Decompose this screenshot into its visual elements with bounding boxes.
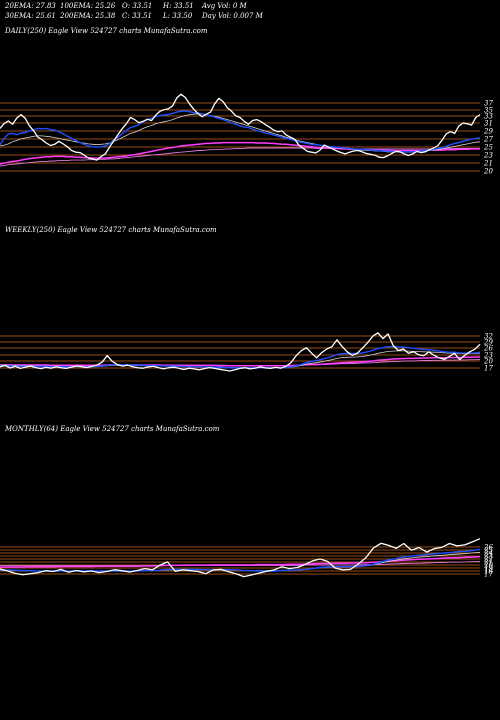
daily-price-line bbox=[0, 93, 481, 161]
price-tick-label: 19 bbox=[484, 565, 493, 573]
price-tick-label: 23 bbox=[483, 352, 493, 360]
header-open: O: 33.51 bbox=[122, 2, 153, 10]
price-tick-label: 21 bbox=[483, 559, 493, 567]
header-ema20: 20EMA: 27.83 bbox=[5, 2, 56, 10]
price-tick-label: 31 bbox=[484, 120, 493, 128]
price-tick-label: 32 bbox=[484, 333, 493, 341]
monthly-panel-title: MONTHLY(64) Eagle View 524727 charts Mun… bbox=[5, 425, 220, 433]
price-tick-label: 29 bbox=[483, 128, 493, 136]
header-ema200: 200EMA: 25.38 bbox=[60, 12, 116, 20]
price-tick-label: 20 bbox=[483, 358, 493, 366]
price-tick-label: 25 bbox=[483, 144, 493, 152]
daily-ema200-line bbox=[0, 147, 480, 167]
price-tick-label: 37 bbox=[484, 100, 493, 108]
header-high: H: 33.51 bbox=[163, 2, 194, 10]
price-tick-label: 20 bbox=[483, 562, 493, 570]
header-dayvol: Day Vol: 0.007 M bbox=[202, 12, 263, 20]
price-tick-label: 27 bbox=[483, 136, 493, 144]
price-tick-label: 23 bbox=[483, 553, 493, 561]
header-low: L: 33.50 bbox=[163, 12, 193, 20]
monthly-ema100-line bbox=[0, 555, 481, 569]
price-tick-label: 25 bbox=[483, 547, 493, 555]
daily-ema100-line bbox=[0, 141, 480, 166]
price-tick-label: 17 bbox=[484, 365, 493, 373]
monthly-price-line bbox=[0, 538, 481, 578]
weekly-price-line bbox=[0, 332, 481, 372]
price-tick-label: 29 bbox=[483, 339, 493, 347]
price-tick-label: 21 bbox=[483, 160, 493, 168]
price-tick-label: 26 bbox=[483, 345, 493, 353]
price-tick-label: 26 bbox=[483, 544, 493, 552]
price-tick-label: 17 bbox=[484, 571, 493, 579]
daily-ema30-line bbox=[0, 113, 481, 153]
price-tick-label: 35 bbox=[484, 107, 493, 115]
daily-panel-title: DAILY(250) Eagle View 524727 charts Muna… bbox=[5, 27, 208, 35]
price-tick-label: 24 bbox=[483, 550, 493, 558]
price-tick-label: 20 bbox=[483, 168, 493, 176]
header-close: C: 33.51 bbox=[122, 12, 152, 20]
header-ema30: 30EMA: 25.61 bbox=[5, 12, 56, 20]
price-tick-label: 18 bbox=[484, 568, 493, 576]
header-avgvol: Avg Vol: 0 M bbox=[202, 2, 247, 10]
weekly-panel-title: WEEKLY(250) Eagle View 524727 charts Mun… bbox=[5, 226, 217, 234]
price-tick-label: 22 bbox=[483, 556, 493, 564]
weekly-ema100-line bbox=[0, 356, 481, 367]
price-tick-label: 33 bbox=[484, 113, 493, 121]
header-ema100: 100EMA: 25.26 bbox=[60, 2, 116, 10]
price-tick-label: 23 bbox=[483, 152, 493, 160]
